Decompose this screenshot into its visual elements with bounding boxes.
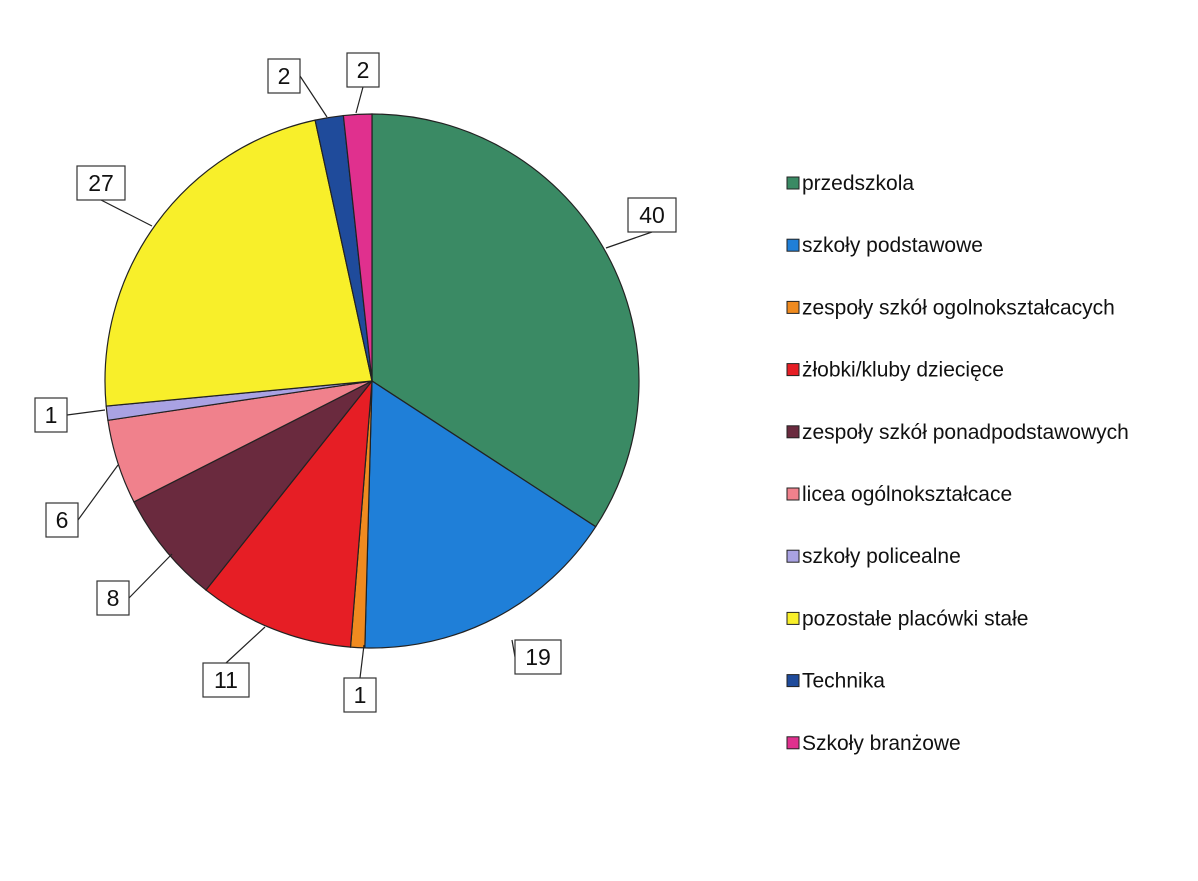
legend-label-pozostale-placowki-stale: pozostałe placówki stałe [802, 607, 1028, 630]
legend-item-licea-ogolnoksztalcace: licea ogólnokształcace [787, 483, 1012, 506]
data-label-zlobki-kluby-dzieciece: 11 [214, 667, 238, 693]
legend-item-szkoly-branzowe: Szkoły branżowe [787, 732, 961, 755]
legend-label-zlobki-kluby-dzieciece: żłobki/kluby dziecięce [802, 359, 1004, 382]
legend-item-zlobki-kluby-dzieciece: żłobki/kluby dziecięce [787, 359, 1004, 382]
legend-item-technika: Technika [787, 670, 885, 693]
legend-label-szkoly-branzowe: Szkoły branżowe [802, 732, 961, 755]
legend-item-pozostale-placowki-stale: pozostałe placówki stałe [787, 607, 1028, 630]
legend-item-przedszkola: przedszkola [787, 172, 914, 195]
legend-swatch-zlobki-kluby-dzieciece [787, 364, 799, 376]
data-label-technika: 2 [278, 63, 291, 89]
legend-label-przedszkola: przedszkola [802, 172, 914, 195]
data-label-szkoly-podstawowe: 19 [525, 644, 551, 670]
data-label-licea-ogolnoksztalcace: 6 [56, 507, 69, 533]
data-label-pozostale-placowki-stale: 27 [88, 170, 114, 196]
legend-label-szkoly-podstawowe: szkoły podstawowe [802, 234, 983, 257]
legend-label-szkoly-policealne: szkoły policealne [802, 545, 961, 568]
legend-swatch-szkoly-podstawowe [787, 239, 799, 251]
slices-layer [105, 114, 639, 648]
legend-swatch-pozostale-placowki-stale [787, 612, 799, 624]
legend-label-technika: Technika [802, 670, 885, 693]
legend-swatch-szkoly-policealne [787, 550, 799, 562]
legend-item-szkoly-policealne: szkoły policealne [787, 545, 961, 568]
legend-swatch-przedszkola [787, 177, 799, 189]
legend-swatch-technika [787, 675, 799, 687]
data-label-zespoly-szkol-ogolnoksztalcacych: 1 [354, 682, 367, 708]
legend-item-zespoly-szkol-ogolnoksztalcacych: zespoły szkół ogolnokształcacych [787, 296, 1115, 319]
legend-item-zespoly-szkol-ponadpodstawowych: zespoły szkół ponadpodstawowych [787, 421, 1129, 444]
legend-swatch-zespoly-szkol-ogolnoksztalcacych [787, 301, 799, 313]
data-label-przedszkola: 40 [639, 202, 665, 228]
data-label-szkoly-policealne: 1 [45, 402, 58, 428]
legend-label-licea-ogolnoksztalcace: licea ogólnokształcace [802, 483, 1012, 506]
legend-label-zespoly-szkol-ponadpodstawowych: zespoły szkół ponadpodstawowych [802, 421, 1129, 444]
legend-label-zespoly-szkol-ogolnoksztalcacych: zespoły szkół ogolnokształcacych [802, 296, 1115, 319]
legend-item-szkoly-podstawowe: szkoły podstawowe [787, 234, 983, 257]
legend-swatch-zespoly-szkol-ponadpodstawowych [787, 426, 799, 438]
data-label-zespoly-szkol-ponadpodstawowych: 8 [107, 585, 120, 611]
data-label-szkoly-branzowe: 2 [357, 57, 370, 83]
legend-swatch-licea-ogolnoksztalcace [787, 488, 799, 500]
legend-swatch-szkoly-branzowe [787, 737, 799, 749]
